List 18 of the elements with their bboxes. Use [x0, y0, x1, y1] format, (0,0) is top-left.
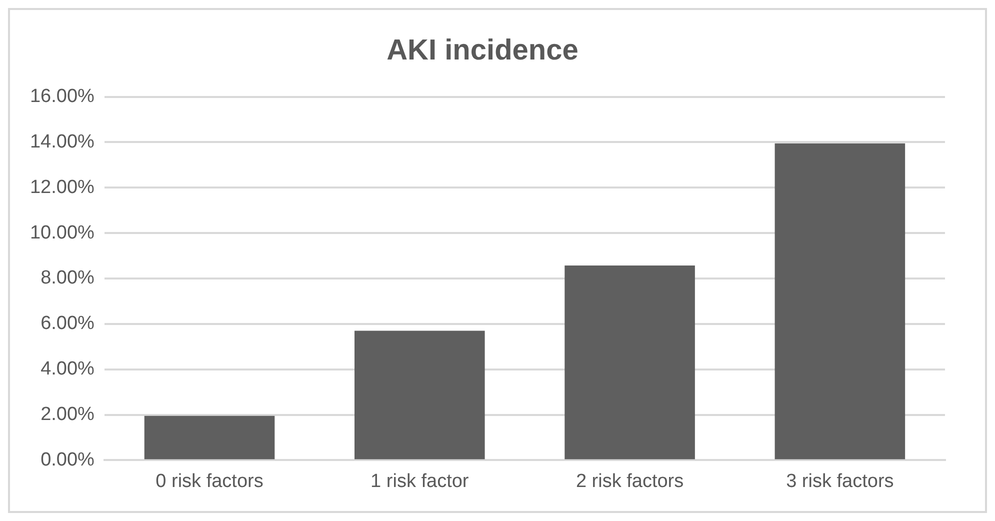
y-tick-label: 0.00% [40, 449, 95, 470]
x-tick-label: 0 risk factors [156, 470, 264, 492]
y-tick-label: 2.00% [40, 404, 95, 426]
bar [774, 143, 906, 460]
y-tick-label: 16.00% [30, 86, 95, 108]
bar [144, 416, 275, 460]
y-tick-label: 8.00% [40, 268, 95, 289]
y-tick-label: 4.00% [40, 358, 95, 380]
bar [354, 330, 485, 460]
x-tick-label: 1 risk factor [370, 470, 470, 492]
x-tick-label: 2 risk factors [576, 470, 684, 492]
y-tick-label: 6.00% [40, 313, 95, 334]
x-tick-label: 3 risk factors [786, 470, 894, 492]
y-tick-label: 12.00% [30, 176, 95, 198]
chart-title: AKI incidence [386, 34, 578, 66]
bar [564, 266, 695, 460]
y-tick-label: 14.00% [30, 131, 95, 152]
y-tick-label: 10.00% [30, 222, 95, 244]
